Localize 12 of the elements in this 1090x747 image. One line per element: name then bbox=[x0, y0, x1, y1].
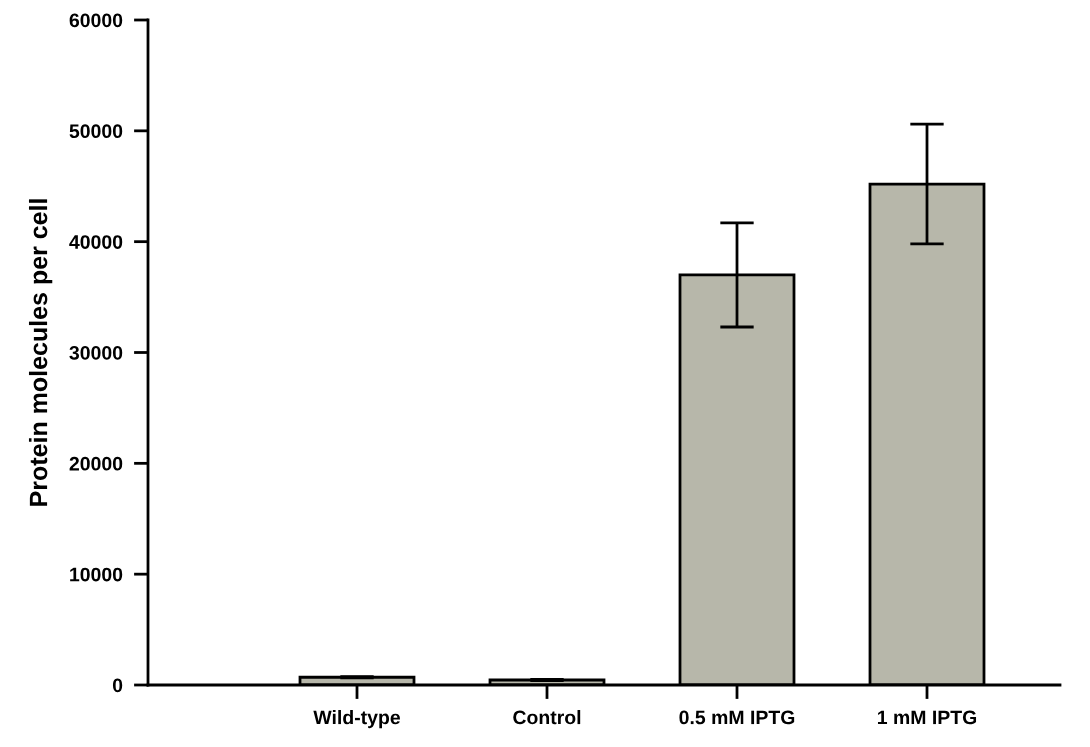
x-tick-label: 1 mM IPTG bbox=[877, 710, 977, 725]
x-tick-label: Wild-type bbox=[313, 710, 400, 729]
y-tick-label: 10000 bbox=[70, 567, 123, 582]
y-tick-label: 0 bbox=[112, 678, 123, 693]
y-tick-label: 20000 bbox=[69, 456, 123, 471]
x-tick-label: 0.5 mM IPTG bbox=[679, 710, 795, 725]
y-tick-label: 40000 bbox=[69, 235, 123, 249]
y-tick-label: 30000 bbox=[69, 345, 123, 360]
y-axis-title: Protein molecules per cell bbox=[28, 199, 53, 506]
y-tick-label: 60000 bbox=[69, 13, 123, 28]
x-tick-label: Control bbox=[513, 710, 581, 725]
y-tick-label: 50000 bbox=[69, 124, 123, 139]
